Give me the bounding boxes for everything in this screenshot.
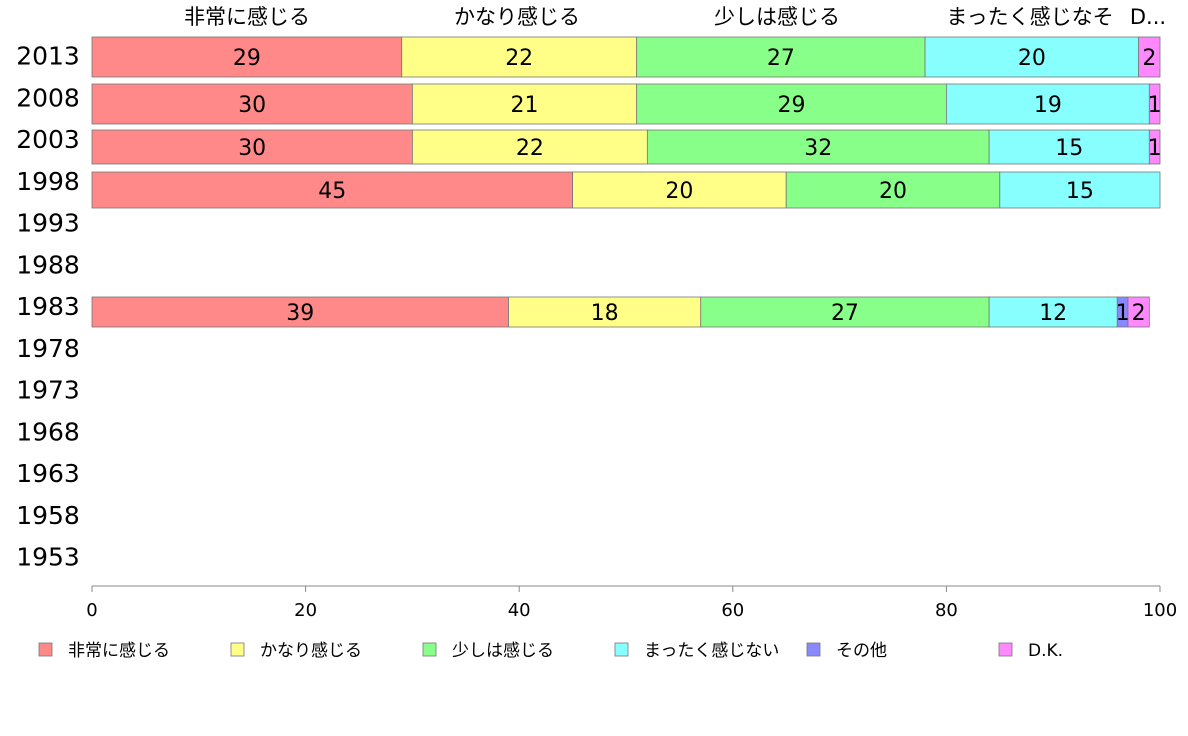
bar-value-label: 29 bbox=[233, 46, 261, 71]
bar-value-label: 18 bbox=[591, 301, 619, 326]
bar-segment bbox=[636, 83, 947, 125]
year-labels: 2013 2008 2003 1998 1993 1988 1983 1978 1973 1968… bbox=[16, 42, 80, 572]
year-label: 1968 bbox=[16, 417, 80, 446]
year-label: 2003 bbox=[16, 125, 80, 154]
bar-value-label: 39 bbox=[286, 301, 314, 326]
bar-segment bbox=[401, 36, 638, 78]
top-label: かなり感じる bbox=[454, 5, 580, 29]
legend: 非常に感じる かなり感じる 少しは感じる まったく感じない その他 D.K. bbox=[38, 641, 1063, 661]
bar-segment bbox=[1148, 129, 1161, 165]
bar-value-label: 20 bbox=[1018, 46, 1046, 71]
bar-segment bbox=[572, 171, 787, 209]
bar-segment bbox=[785, 171, 1001, 209]
legend-label: 少しは感じる bbox=[452, 641, 554, 661]
bar-segment bbox=[1148, 83, 1161, 125]
legend-swatch bbox=[230, 642, 245, 657]
legend-swatch bbox=[998, 642, 1013, 657]
bar-value-label: 27 bbox=[767, 46, 795, 71]
year-label: 1978 bbox=[16, 334, 80, 363]
year-label: 1983 bbox=[16, 292, 80, 321]
legend-swatch bbox=[614, 642, 629, 657]
bar-value-label: 27 bbox=[831, 301, 859, 326]
bar-value-label: 2 bbox=[1142, 46, 1156, 71]
bar-value-label: 30 bbox=[238, 93, 266, 118]
x-axis: 0 20 40 60 80 100 bbox=[86, 585, 1177, 621]
bar-value-label: 15 bbox=[1055, 136, 1083, 161]
top-label: 少しは感じる bbox=[714, 5, 840, 29]
x-tick-label: 20 bbox=[294, 600, 317, 621]
year-label: 1988 bbox=[16, 250, 80, 279]
top-label: まったく感じなそ bbox=[946, 5, 1113, 29]
legend-swatch bbox=[38, 642, 53, 657]
bar-value-label: 12 bbox=[1039, 301, 1067, 326]
top-label: 非常に感じる bbox=[184, 5, 310, 29]
year-label: 1953 bbox=[16, 543, 80, 572]
legend-label: 非常に感じる bbox=[68, 641, 170, 661]
legend-label: まったく感じない bbox=[644, 641, 779, 661]
legend-swatch bbox=[806, 642, 821, 657]
legend-label: かなり感じる bbox=[260, 641, 362, 661]
bar-value-label: 22 bbox=[516, 136, 544, 161]
bar-segment bbox=[988, 296, 1118, 328]
bar-value-label: 2 bbox=[1132, 301, 1146, 326]
year-label: 1973 bbox=[16, 376, 80, 405]
bar-value-label: 30 bbox=[238, 136, 266, 161]
year-label: 1998 bbox=[16, 167, 80, 196]
bar-segment bbox=[646, 129, 990, 165]
top-label: D... bbox=[1130, 5, 1166, 29]
bar-segment bbox=[636, 36, 926, 78]
bar-segment bbox=[91, 129, 413, 165]
legend-label: その他 bbox=[836, 641, 887, 661]
bar-value-label: 1 bbox=[1148, 136, 1162, 161]
year-label: 1958 bbox=[16, 501, 80, 530]
bar-segment bbox=[1138, 36, 1161, 78]
bar-value-label: 29 bbox=[778, 93, 806, 118]
bar-segment bbox=[924, 36, 1140, 78]
x-tick-label: 80 bbox=[935, 600, 958, 621]
top-category-labels: 非常に感じる かなり感じる 少しは感じる まったく感じなそ D... bbox=[184, 5, 1166, 29]
bar-value-label: 22 bbox=[505, 46, 533, 71]
bar-segment bbox=[946, 83, 1150, 125]
bar-value-label: 32 bbox=[804, 136, 832, 161]
bar-value-label: 20 bbox=[665, 179, 693, 204]
bar-value-label: 1 bbox=[1116, 301, 1130, 326]
year-label: 2008 bbox=[16, 83, 80, 112]
year-label: 1993 bbox=[16, 209, 80, 238]
bar-value-label: 15 bbox=[1066, 179, 1094, 204]
bar-value-label: 19 bbox=[1034, 93, 1062, 118]
year-label: 1963 bbox=[16, 459, 80, 488]
bar-value-label: 45 bbox=[318, 179, 346, 204]
legend-swatch bbox=[422, 642, 437, 657]
bar-segment bbox=[700, 296, 990, 328]
bar-segment bbox=[411, 83, 638, 125]
x-tick-label: 60 bbox=[721, 600, 744, 621]
bar-value-label: 21 bbox=[511, 93, 539, 118]
bar-segment bbox=[91, 171, 574, 209]
x-tick-label: 40 bbox=[508, 600, 531, 621]
bar-value-label: 20 bbox=[879, 179, 907, 204]
x-tick-label: 100 bbox=[1143, 600, 1177, 621]
x-tick-label: 0 bbox=[86, 600, 97, 621]
bar-value-label: 1 bbox=[1148, 93, 1162, 118]
bar-segment bbox=[91, 296, 509, 328]
year-label: 2013 bbox=[16, 42, 80, 71]
bar-segment bbox=[91, 83, 413, 125]
bar-segment bbox=[411, 129, 648, 165]
bar-segment bbox=[988, 129, 1150, 165]
bar-segment bbox=[1127, 296, 1150, 328]
bar-segment bbox=[999, 171, 1161, 209]
bar-segment bbox=[91, 36, 403, 78]
legend-label: D.K. bbox=[1028, 641, 1063, 661]
